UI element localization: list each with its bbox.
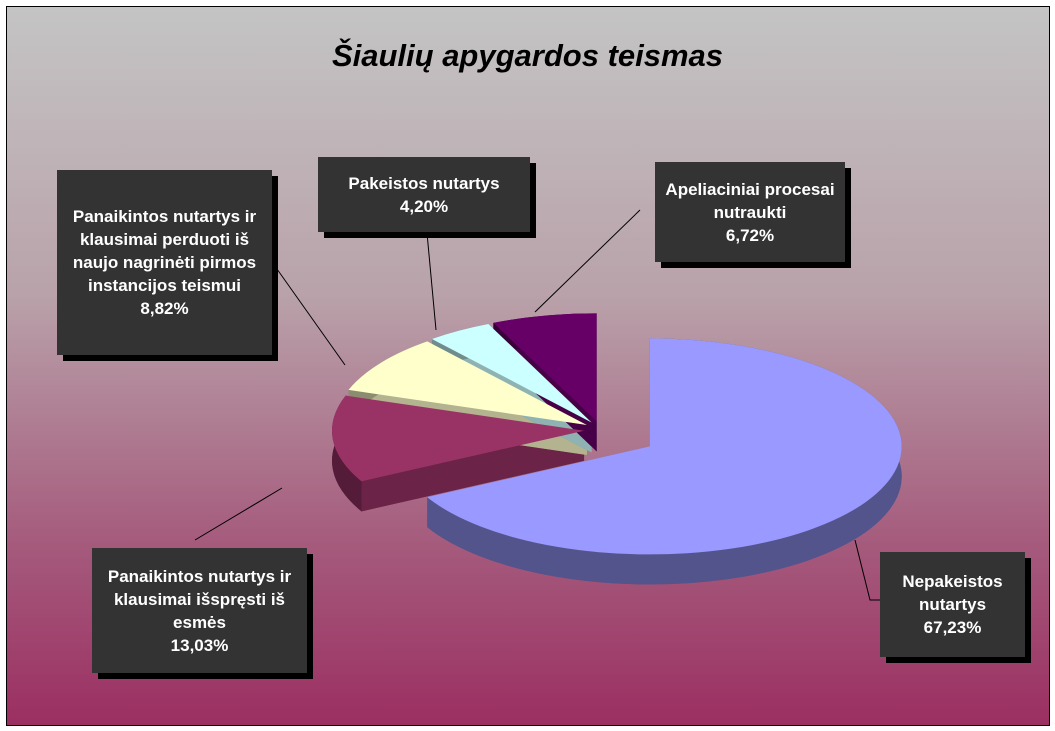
slice: [427, 338, 902, 555]
leader-line: [271, 261, 346, 366]
data-label: Apeliaciniai procesai nutraukti 6,72%: [655, 162, 845, 262]
chart-title: Šiaulių apygardos teismas: [331, 38, 724, 73]
category-label: Nepakeistos nutartys: [902, 572, 1003, 614]
slice: [332, 395, 585, 482]
value-label: 4,20%: [399, 196, 449, 216]
data-label: Pakeistos nutartys 4,20%: [318, 157, 530, 232]
leader-line: [194, 487, 283, 541]
category-label: Panaikintos nutartys ir klausimai išsprę…: [107, 566, 292, 632]
value-label: 13,03%: [170, 635, 229, 655]
category-label: Apeliaciniai procesai nutraukti: [665, 179, 835, 222]
category-label: Pakeistos nutartys: [348, 173, 500, 193]
data-label: Panaikintos nutartys ir klausimai perduo…: [57, 170, 272, 355]
category-label: Panaikintos nutartys ir klausimai perduo…: [72, 207, 257, 295]
value-label: 6,72%: [725, 225, 775, 245]
slice: [431, 324, 592, 423]
data-label: Panaikintos nutartys ir klausimai išsprę…: [92, 548, 307, 673]
slice: [493, 313, 597, 422]
value-label: 8,82%: [140, 299, 189, 318]
leader-line: [426, 232, 437, 331]
slice: [348, 341, 587, 425]
leader-line: [854, 539, 880, 601]
data-label: Nepakeistos nutartys 67,23%: [880, 552, 1025, 657]
value-label: 67,23%: [923, 618, 982, 637]
leader-line: [534, 209, 641, 313]
